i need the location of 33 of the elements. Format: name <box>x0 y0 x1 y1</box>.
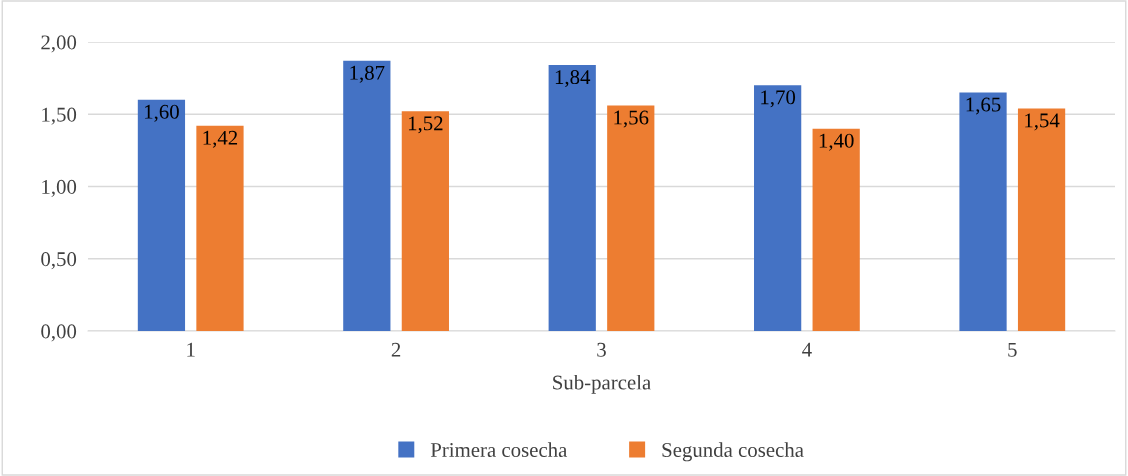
data-label: 1,87 <box>350 65 385 83</box>
legend-label: Primera cosecha <box>430 442 568 458</box>
data-label: 1,65 <box>966 97 1001 115</box>
x-tick-label: 5 <box>1008 342 1017 357</box>
y-tick-label: 1,00 <box>42 179 77 197</box>
x-tick-label: 3 <box>597 342 606 357</box>
data-label: 1,40 <box>819 133 854 151</box>
bar <box>1017 108 1066 331</box>
data-label: 1,54 <box>1025 113 1060 131</box>
legend-label: Segunda cosecha <box>662 442 804 462</box>
bar <box>401 111 449 331</box>
bar <box>137 99 186 331</box>
data-label: 1,84 <box>555 70 591 88</box>
x-tick-label: 4 <box>802 342 812 357</box>
bar <box>196 125 244 331</box>
data-label: 1,56 <box>614 110 649 128</box>
bar <box>343 60 391 331</box>
x-axis-title: Sub-parcela <box>553 374 651 394</box>
x-tick-label: 2 <box>391 342 401 357</box>
bar <box>812 128 860 331</box>
y-tick-label: 0,50 <box>41 252 77 270</box>
data-label: 1,60 <box>145 104 179 122</box>
bar <box>607 105 655 331</box>
bar <box>548 65 596 331</box>
y-tick-label: 1,50 <box>42 107 77 125</box>
y-tick-label: 0,00 <box>41 324 77 342</box>
bar <box>959 92 1007 331</box>
bar <box>754 85 802 331</box>
data-label: 1,52 <box>408 116 443 134</box>
x-tick-label: 1 <box>187 342 195 357</box>
data-label: 1,70 <box>761 90 796 108</box>
data-label: 1,42 <box>203 130 238 148</box>
y-tick-label: 2,00 <box>41 35 77 53</box>
